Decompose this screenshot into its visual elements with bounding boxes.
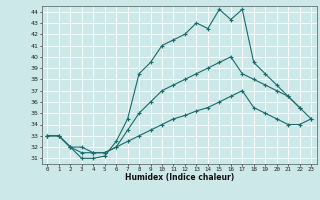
X-axis label: Humidex (Indice chaleur): Humidex (Indice chaleur)	[124, 173, 234, 182]
